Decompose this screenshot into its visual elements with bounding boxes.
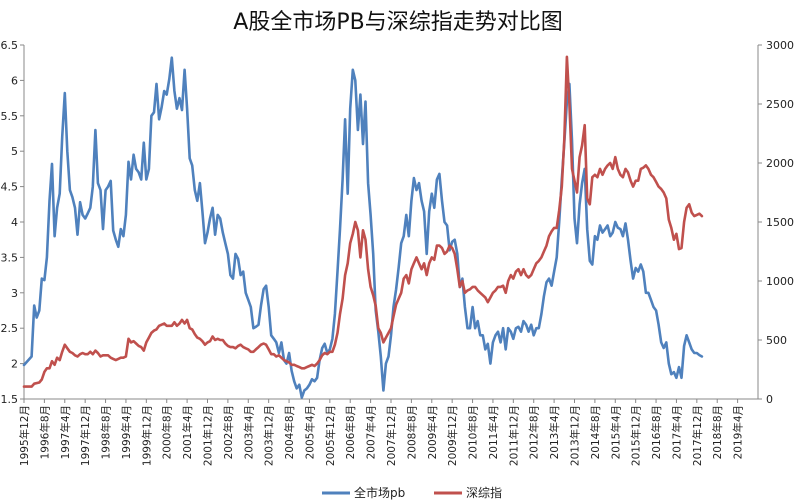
x-tick-label: 2011年4月 — [487, 405, 500, 459]
x-tick-label: 2015年12月 — [630, 405, 643, 466]
y-right-tick-label: 3000 — [766, 39, 794, 52]
y-left-tick-label: 6 — [11, 74, 18, 87]
x-tick-label: 2004年8月 — [283, 405, 296, 459]
y-left-tick-label: 3.5 — [1, 251, 19, 264]
x-tick-label: 2017年4月 — [670, 405, 683, 459]
x-tick-label: 1998年8月 — [100, 405, 113, 459]
x-tick-label: 1997年12月 — [79, 405, 92, 466]
x-tick-label: 2014年8月 — [589, 405, 602, 459]
y-left-tick-label: 2 — [11, 358, 18, 371]
y-right-tick-label: 1500 — [766, 216, 794, 229]
x-tick-label: 2011年12月 — [507, 405, 520, 466]
x-tick-label: 2012年8月 — [528, 405, 541, 459]
x-tick-label: 2013年4月 — [548, 405, 561, 459]
x-tick-label: 1996年8月 — [38, 405, 51, 459]
y-right-tick-label: 1000 — [766, 275, 794, 288]
legend: 全市场pb 深综指 — [322, 485, 502, 500]
series-layer — [22, 55, 704, 399]
x-tick-label: 2013年12月 — [569, 405, 582, 466]
x-tick-label: 2005年12月 — [324, 405, 337, 466]
x-tick-label: 2001年12月 — [202, 405, 215, 466]
x-tick-label: 2002年8月 — [222, 405, 235, 459]
series-line-szzs — [22, 55, 704, 388]
legend-label: 深综指 — [466, 485, 502, 500]
x-tick-label: 1995年12月 — [18, 405, 31, 466]
x-tick-label: 2001年4月 — [181, 405, 194, 459]
x-tick-label: 2006年8月 — [344, 405, 357, 459]
x-tick-label: 2003年4月 — [242, 405, 255, 459]
x-tick-label: 2019年4月 — [732, 405, 745, 459]
x-tick-label: 2005年4月 — [303, 405, 316, 459]
y-left-tick-label: 4.5 — [1, 181, 19, 194]
x-tick-label: 1999年4月 — [120, 405, 133, 459]
y-left-tick-label: 3 — [11, 287, 18, 300]
y-right-tick-label: 0 — [766, 393, 773, 406]
axes: 1.5 2 2.5 3 3.5 4 4.5 5 5.5 6 6.5 0 500 1000 1500 2000 2… — [1, 39, 795, 466]
y-left-tick-label: 2.5 — [1, 322, 19, 335]
x-tick-label: 2016年8月 — [650, 405, 663, 459]
x-tick-label: 1999年12月 — [140, 405, 153, 466]
y-right-tick-label: 2000 — [766, 157, 794, 170]
y-left-tick-label: 5 — [11, 145, 18, 158]
x-tick-label: 2015年4月 — [609, 405, 622, 459]
x-tick-label: 2007年12月 — [385, 405, 398, 466]
chart-title: A股全市场PB与深综指走势对比图 — [233, 10, 563, 35]
x-tick-label: 2010年8月 — [467, 405, 480, 459]
y-right-tick-label: 500 — [766, 334, 787, 347]
x-tick-label: 2008年8月 — [405, 405, 418, 459]
y-left-tick-label: 4 — [11, 216, 18, 229]
x-tick-label: 2000年8月 — [161, 405, 174, 459]
y-left-tick-label: 5.5 — [1, 110, 19, 123]
x-tick-label: 2003年12月 — [263, 405, 276, 466]
y-right-tick-label: 2500 — [766, 98, 794, 111]
series-line-pb — [22, 56, 704, 399]
legend-label: 全市场pb — [354, 485, 405, 500]
y-left-tick-label: 6.5 — [1, 39, 19, 52]
y-left-tick-label: 1.5 — [1, 393, 19, 406]
x-tick-label: 2007年4月 — [365, 405, 378, 459]
x-tick-label: 2017年12月 — [691, 405, 704, 466]
x-tick-label: 2009年12月 — [446, 405, 459, 466]
x-tick-label: 2009年4月 — [426, 405, 439, 459]
x-tick-label: 1997年4月 — [59, 405, 72, 459]
x-tick-label: 2018年8月 — [711, 405, 724, 459]
